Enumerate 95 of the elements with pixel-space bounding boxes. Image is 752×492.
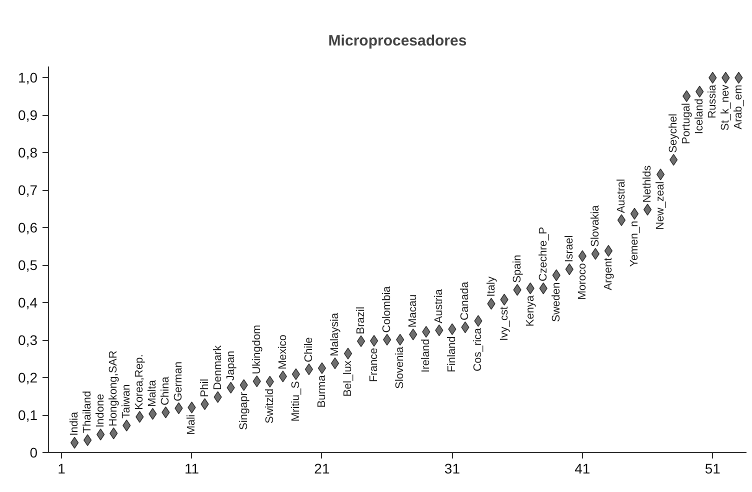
annotation: India bbox=[68, 411, 81, 436]
y-tick-label: 0,6 bbox=[18, 220, 38, 236]
y-tick-label: 0,4 bbox=[18, 294, 38, 311]
annotation: Czechre_P bbox=[537, 226, 550, 282]
y-tick-label: 0 bbox=[30, 444, 38, 460]
annotation: Mexico bbox=[276, 334, 289, 370]
point bbox=[656, 168, 665, 180]
annotation: Spain bbox=[511, 254, 524, 283]
annotation: Mritiu_S bbox=[290, 381, 302, 422]
y-tick-label: 0,2 bbox=[18, 370, 38, 386]
x-tick-label: 31 bbox=[444, 460, 460, 476]
point bbox=[188, 402, 196, 414]
annotation: Yemen_n bbox=[628, 220, 641, 267]
point bbox=[318, 362, 326, 374]
point bbox=[330, 357, 340, 370]
point bbox=[344, 348, 352, 360]
point bbox=[356, 335, 366, 348]
annotation: Taiwan bbox=[120, 384, 133, 419]
annotation: Canada bbox=[459, 280, 472, 320]
point bbox=[240, 379, 248, 391]
point bbox=[148, 408, 157, 420]
annotation: Singapr bbox=[238, 392, 250, 430]
x-tick-label: 1 bbox=[58, 460, 66, 476]
annotation: Mali bbox=[186, 414, 198, 435]
annotation: Macau bbox=[407, 294, 420, 328]
annotation: Slovenia bbox=[394, 346, 406, 389]
annotation: Chile bbox=[302, 337, 315, 362]
y-tick-label: 0,8 bbox=[18, 144, 38, 161]
annotation: Slovakia bbox=[589, 204, 602, 247]
annotation: Ivy_cst bbox=[498, 306, 510, 341]
annotation: Austral bbox=[615, 178, 628, 214]
point bbox=[278, 370, 287, 382]
annotation: Malaysia bbox=[328, 312, 341, 356]
annotation: German bbox=[172, 362, 185, 402]
point bbox=[214, 391, 222, 403]
point bbox=[474, 315, 482, 327]
annotation: Nethlds bbox=[642, 164, 654, 203]
point bbox=[643, 204, 652, 216]
annotation: New_zeal bbox=[654, 181, 667, 230]
annotation: Indone bbox=[94, 394, 107, 428]
y-tick-label: 0,7 bbox=[18, 182, 38, 198]
annotation: Sweden bbox=[550, 282, 562, 322]
annotation: China bbox=[160, 376, 172, 406]
annotation: Israel bbox=[563, 235, 576, 262]
chart-title: Microprocesadores bbox=[328, 32, 467, 50]
annotation: Kenya bbox=[524, 294, 536, 327]
point bbox=[630, 208, 639, 220]
point bbox=[591, 248, 600, 260]
annotation: Hongkong,SAR bbox=[108, 350, 120, 426]
annotation: Finland bbox=[446, 336, 458, 372]
annotation: Arab_em bbox=[732, 84, 745, 130]
x-tick-label: 11 bbox=[184, 460, 200, 476]
annotation: Bel_lux bbox=[342, 360, 354, 397]
annotation: Moroco bbox=[576, 263, 588, 300]
point bbox=[136, 411, 144, 423]
annotation: Ireland bbox=[420, 338, 432, 372]
annotation: Burma bbox=[316, 374, 328, 408]
annotation: Phil bbox=[198, 378, 211, 398]
annotation: Iceland bbox=[694, 98, 706, 134]
annotation: Colombia bbox=[381, 285, 394, 333]
annotation: Russia bbox=[706, 84, 719, 118]
annotation: Seychel bbox=[668, 114, 680, 153]
point bbox=[409, 328, 418, 340]
annotation: Portugal bbox=[680, 103, 693, 144]
annotation: Japan bbox=[224, 350, 237, 381]
point bbox=[70, 436, 79, 449]
x-tick-label: 51 bbox=[704, 460, 721, 476]
annotation: France bbox=[368, 348, 380, 382]
point bbox=[370, 334, 378, 347]
annotation: Argent bbox=[602, 258, 614, 290]
point bbox=[617, 214, 626, 226]
point bbox=[304, 363, 314, 376]
y-tick-label: 1,0 bbox=[18, 70, 38, 86]
annotation: Malta bbox=[146, 379, 159, 407]
point bbox=[500, 294, 508, 306]
point bbox=[604, 244, 613, 257]
y-tick-label: 0,5 bbox=[18, 257, 38, 274]
annotation: St_k_nev bbox=[720, 84, 732, 131]
annotation: Italy bbox=[485, 276, 498, 297]
x-tick-label: 41 bbox=[574, 460, 590, 476]
y-tick-label: 0,9 bbox=[18, 107, 38, 124]
y-tick-label: 0,1 bbox=[18, 407, 38, 424]
annotation: Brazil bbox=[355, 306, 368, 334]
annotation: Cos_rica bbox=[472, 327, 484, 372]
annotation: Switzld bbox=[264, 388, 276, 424]
annotation: Austria bbox=[433, 288, 446, 324]
annotation: Korea,Rep. bbox=[134, 354, 146, 410]
point bbox=[96, 428, 105, 440]
annotation: Thailand bbox=[82, 390, 94, 434]
annotation: Denmark bbox=[212, 344, 224, 390]
point bbox=[122, 420, 131, 432]
annotation: Ukingdom bbox=[250, 324, 263, 374]
y-tick-label: 0,3 bbox=[18, 332, 38, 348]
point bbox=[162, 406, 170, 418]
x-tick-label: 21 bbox=[314, 460, 330, 476]
